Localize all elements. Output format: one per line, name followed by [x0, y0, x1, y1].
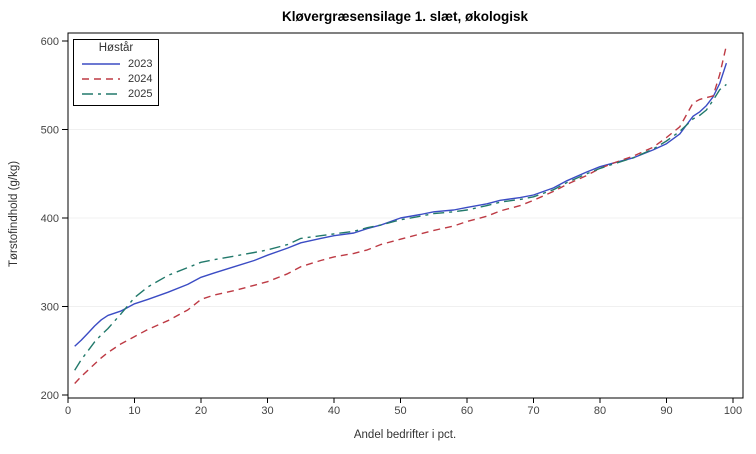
axis-ticks: 0 10 20 30 40 50 60 70 80 90 100 200 300 400 500 600 [41, 36, 743, 417]
y-tick-label-200: 200 [41, 390, 59, 402]
x-tick-label-20: 20 [195, 405, 207, 417]
legend-entry-label: 2025 [128, 87, 153, 100]
x-tick-label-70: 70 [527, 405, 539, 417]
chart-title: Kløvergræsensilage 1. slæt, økologisk [282, 9, 529, 24]
x-tick-label-100: 100 [724, 405, 742, 417]
x-tick-label-80: 80 [594, 405, 606, 417]
x-axis-label: Andel bedrifter i pct. [354, 429, 456, 441]
legend-entry-2025: 2025 [74, 86, 158, 101]
legend-entry-2023: 2023 [74, 56, 158, 71]
x-tick-label-0: 0 [65, 405, 71, 417]
y-tick-label-600: 600 [41, 36, 59, 48]
x-tick-label-30: 30 [261, 405, 273, 417]
series-line-2024 [74, 45, 728, 384]
legend-line-sample-2025 [82, 92, 120, 95]
legend-line-sample-2023 [82, 62, 120, 65]
legend-entry-label: 2023 [128, 57, 153, 70]
x-tick-label-60: 60 [461, 405, 473, 417]
x-tick-label-90: 90 [660, 405, 672, 417]
series-line-2025 [74, 83, 727, 371]
x-tick-label-10: 10 [128, 405, 140, 417]
x-tick-label-40: 40 [328, 405, 340, 417]
legend-line-sample-2024 [82, 77, 120, 80]
y-axis-label: Tørstofindhold (g/kg) [8, 161, 20, 267]
y-tick-label-300: 300 [41, 302, 59, 314]
series-line-2023 [74, 62, 728, 347]
data-series [74, 45, 728, 384]
legend: Høstår 2023 2024 2025 [73, 39, 159, 106]
x-tick-label-50: 50 [394, 405, 406, 417]
gridlines [68, 129, 743, 307]
legend-entries: 2023 2024 2025 [74, 56, 158, 101]
legend-entry-2024: 2024 [74, 71, 158, 86]
y-tick-label-500: 500 [41, 125, 59, 137]
y-tick-label-400: 400 [41, 213, 59, 225]
plot-frame [67, 32, 744, 399]
legend-entry-label: 2024 [128, 72, 153, 85]
legend-title: Høstår [98, 42, 134, 54]
